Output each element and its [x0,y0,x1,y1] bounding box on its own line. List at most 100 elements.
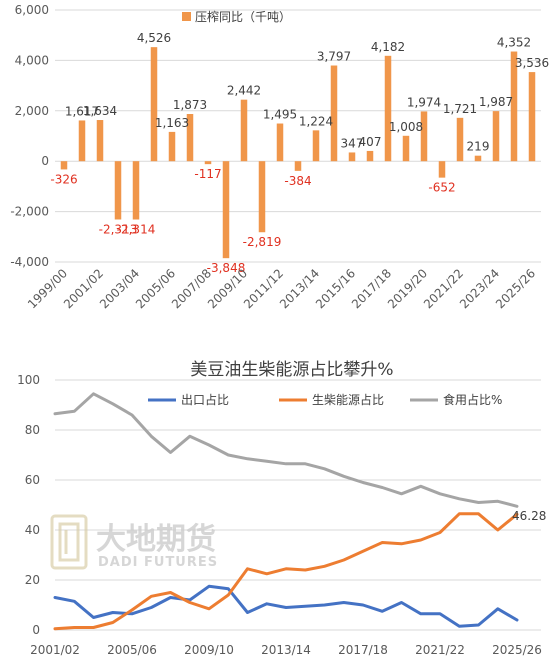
watermark: 大地期货 DADI FUTURES [50,514,218,570]
bar-data-label: 4,526 [137,31,171,45]
bar [240,99,248,162]
bar-data-label: -652 [428,181,455,195]
line-chart-gridlines [55,379,541,631]
bar-data-label: 219 [467,140,490,154]
bar [492,111,500,162]
line-end-label: 46.28 [512,509,546,523]
bar-data-label: 347 [341,136,364,150]
bar-data-label: -117 [194,167,221,181]
bar [96,120,104,162]
watermark-line1: 大地期货 [96,522,216,557]
line-y-tick-label: 0 [32,623,40,637]
bar-y-tick-label: 2,000 [15,104,49,118]
bar [366,150,374,162]
bar-data-label: 3,797 [317,50,351,64]
bar-data-label: 1,974 [407,95,441,109]
bar-data-label: -384 [284,174,311,188]
watermark-logo [50,514,88,570]
line-x-tick-label: 2017/18 [338,643,388,657]
watermark-line2: DADI FUTURES [98,555,218,570]
bar-chart-x-ticks: 1999/002001/022003/042005/062007/082009/… [25,266,538,311]
bar-data-label: 1,008 [389,120,423,134]
line-series-path [53,512,519,631]
line-legend-label: 出口占比 [181,392,229,407]
bar [312,130,320,162]
bar-data-label: -2,313 [99,222,138,236]
bar-chart-y-ticks: -4,000 -2,000 0 2,000 4,000 6,000 [10,3,49,269]
line-series-path [53,392,519,508]
line-legend-label: 生柴能源占比 [312,392,384,407]
bar-data-label: -3,848 [207,261,246,275]
bar-y-tick-label: 4,000 [15,53,49,67]
line-chart-title: 美豆油生柴能源占比攀升% [190,360,393,380]
bar [132,161,140,220]
bar-x-tick-label: 2025/26 [493,266,538,311]
bar [456,117,464,162]
line-y-tick-label: 80 [25,423,40,437]
line-series-path [53,584,519,628]
bar [402,135,410,162]
line-x-tick-label: 2001/02 [30,643,80,657]
bar-chart-bars [60,47,536,259]
bar [204,161,212,165]
line-chart-x-ticks: 2001/02 2005/06 2009/10 2013/14 2017/18 2021/… [30,643,542,657]
bar-data-label: 407 [359,135,382,149]
bar [294,161,302,171]
bar-data-label: 1,495 [263,108,297,122]
bar [222,161,230,259]
bar [168,131,176,162]
bar [474,155,482,162]
line-chart-series [53,392,519,631]
line-chart-legend: 出口占比 生柴能源占比 食用占比% [148,392,502,407]
line-y-tick-label: 100 [17,373,40,387]
bar-data-label: 3,536 [515,56,549,70]
line-x-tick-label: 2005/06 [107,643,157,657]
bar [384,55,392,162]
bar-data-label: -2,819 [243,235,282,249]
bar [186,114,194,162]
bar [276,123,284,162]
bar [420,111,428,162]
bar-data-label: 4,352 [497,36,531,50]
bar-data-label: 1,617 [65,104,99,118]
bar-data-label: 1,873 [173,98,207,112]
bar [330,65,338,162]
bar-data-label: -326 [50,172,77,186]
line-x-tick-label: 2025/26 [492,643,542,657]
bar-data-label: -2,314 [117,223,156,237]
bar-y-tick-label: 0 [41,154,49,168]
bar [528,72,536,162]
line-chart-y-ticks: 0 20 40 60 80 100 [17,373,40,637]
line-y-tick-label: 60 [25,473,40,487]
bar-y-tick-label: 6,000 [15,3,49,17]
bar-data-label: 1,224 [299,114,333,128]
bar [78,120,86,162]
bar [348,152,356,162]
bar-data-label: 1,634 [83,104,117,118]
line-x-tick-label: 2009/10 [184,643,234,657]
bar-legend-label: 压榨同比（千吨） [195,9,291,24]
bar-chart-legend: 压榨同比（千吨） [182,9,291,24]
bar [258,161,266,233]
bar-y-tick-label: -2,000 [10,205,49,219]
line-x-tick-label: 2013/14 [261,643,311,657]
bar [114,161,122,220]
bar-data-label: 4,182 [371,40,405,54]
line-y-tick-label: 40 [25,523,40,537]
bar [60,161,68,170]
bar-y-tick-label: -4,000 [10,255,49,269]
line-legend-label: 食用占比% [443,392,502,407]
line-chart: 美豆油生柴能源占比攀升% 出口占比 生柴能源占比 食用占比% 0 20 40 60 80 10… [17,360,546,657]
line-y-tick-label: 20 [25,573,40,587]
bar-legend-swatch [182,12,191,21]
bar [150,47,158,162]
bar-data-label: 2,442 [227,84,261,98]
bar-data-label: 1,987 [479,95,513,109]
bar [510,51,518,162]
bar-data-label: 1,163 [155,116,189,130]
bar [438,161,446,178]
bar-data-label: 1,721 [443,102,477,116]
